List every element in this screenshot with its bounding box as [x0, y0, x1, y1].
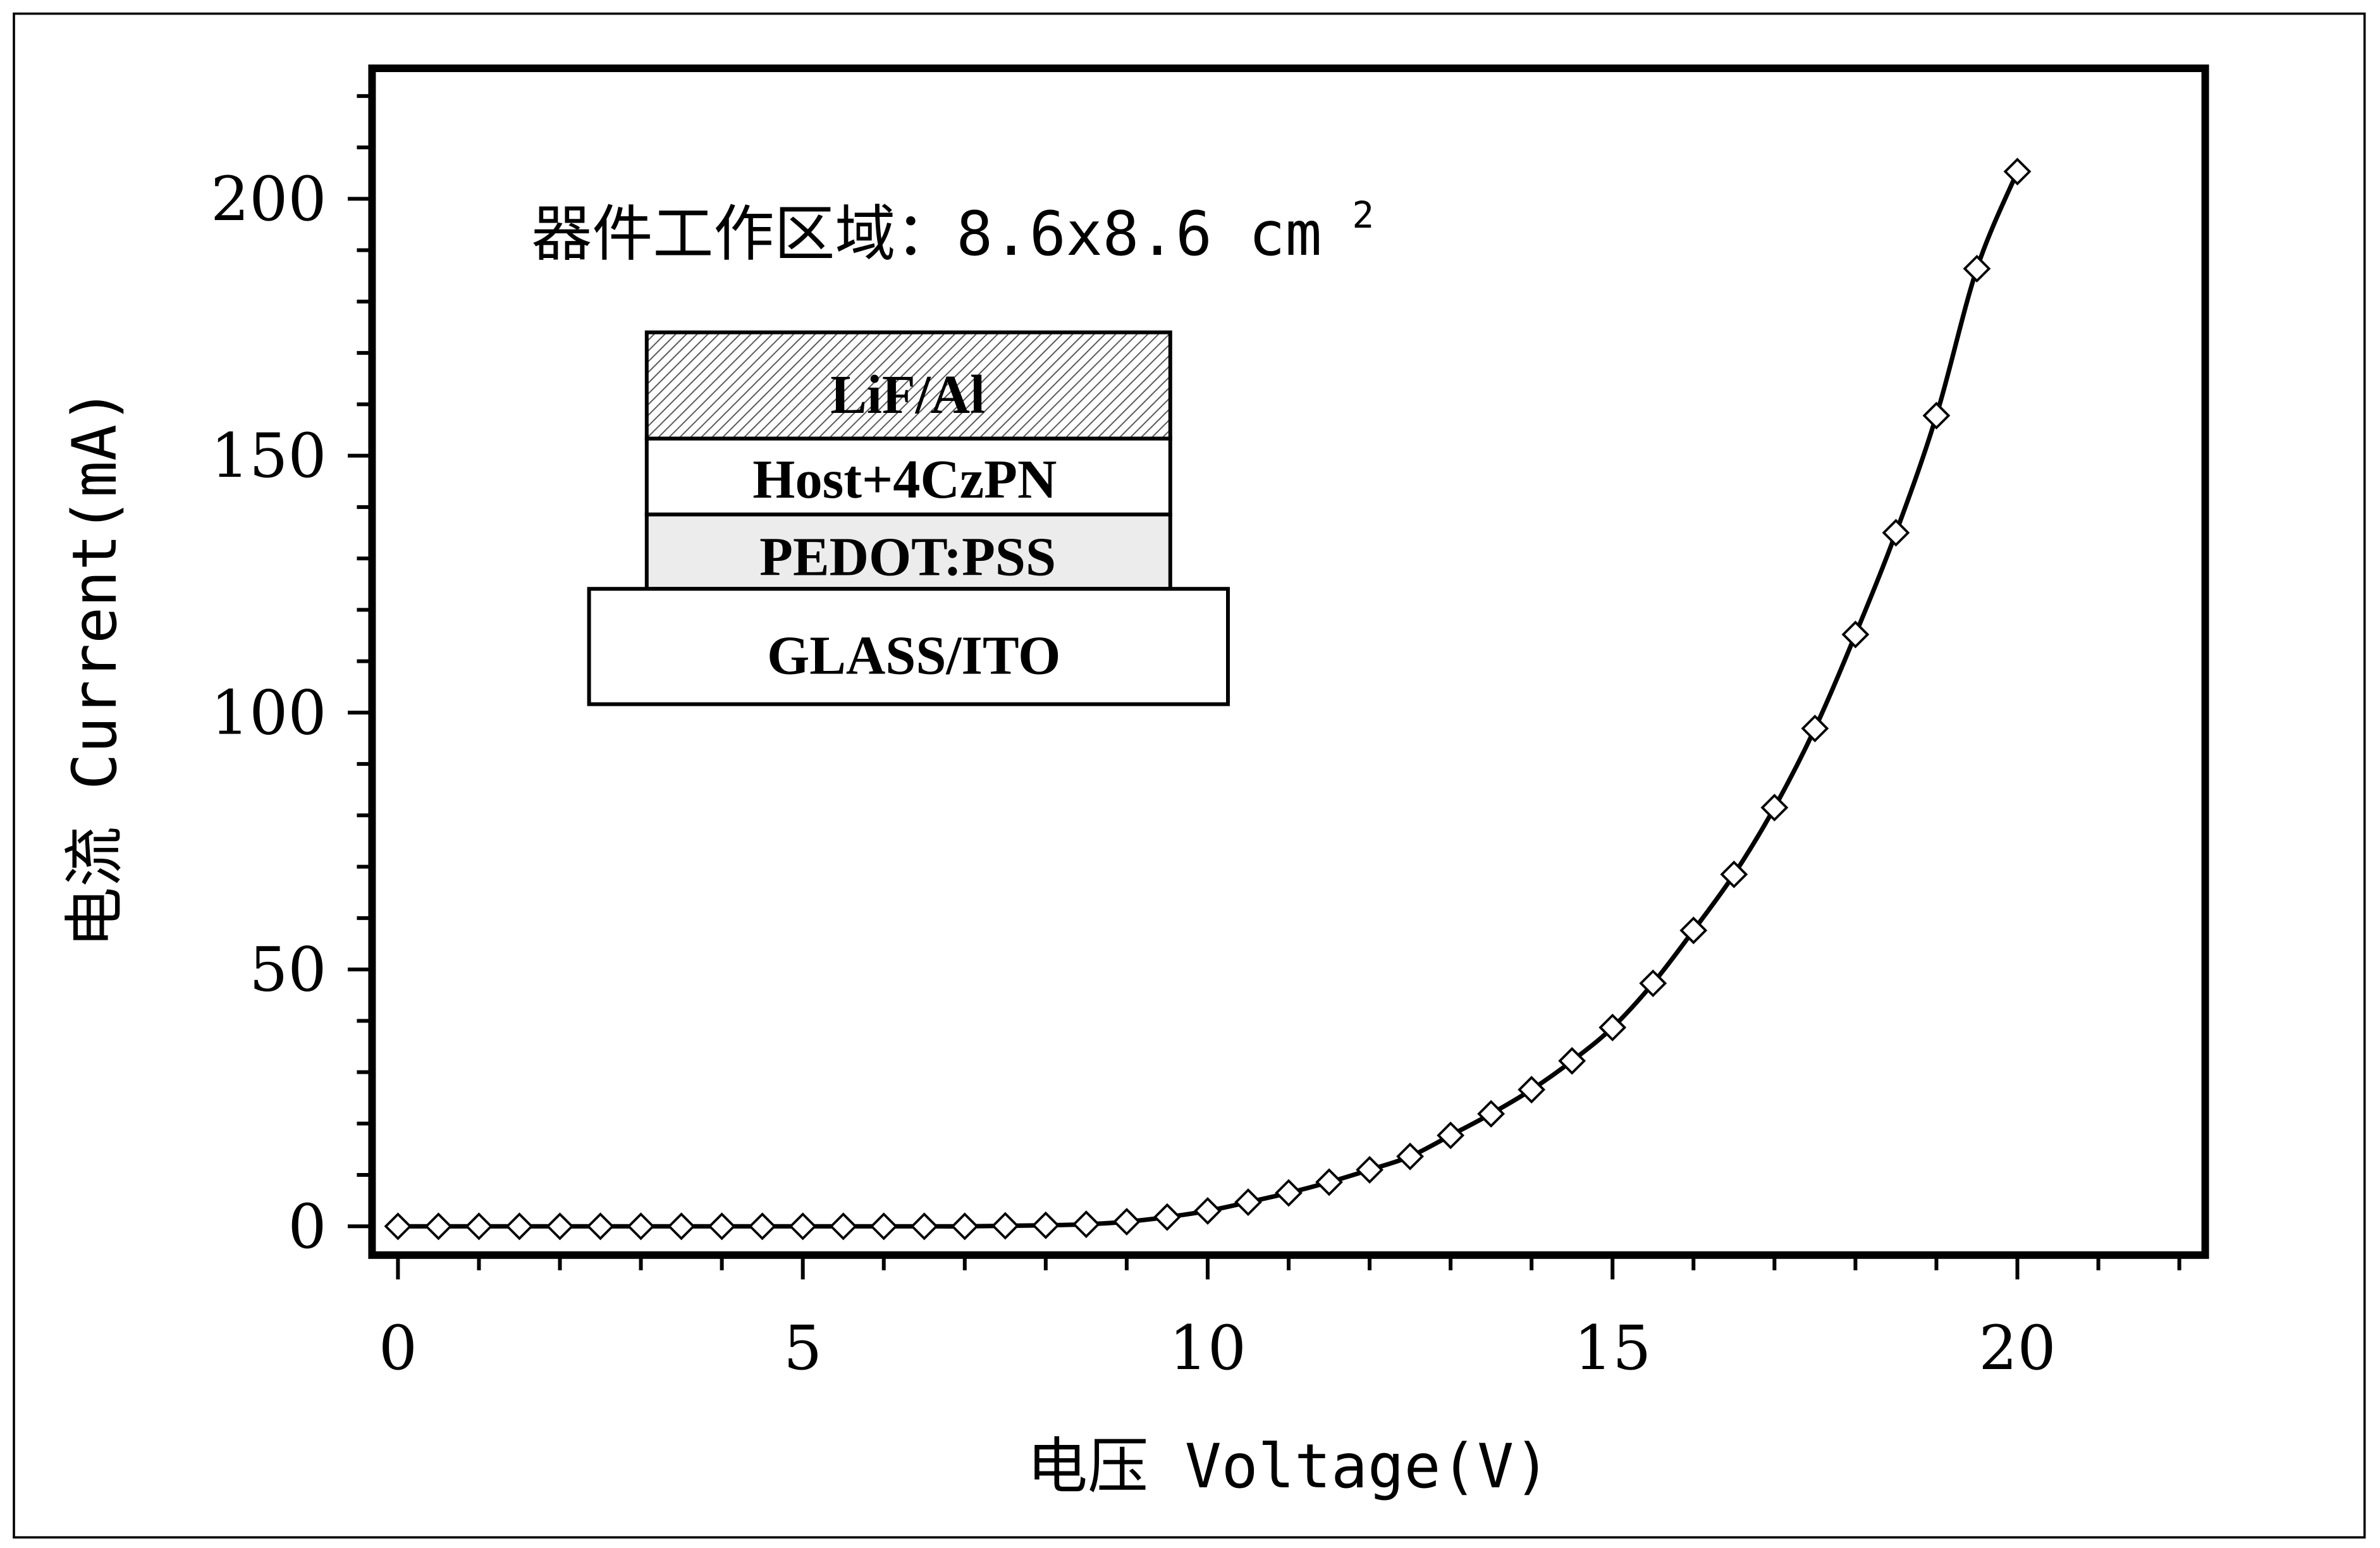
data-point-marker	[1558, 1047, 1586, 1075]
data-point-marker	[1356, 1156, 1383, 1184]
data-point-marker	[869, 1212, 898, 1241]
data-point-marker	[1153, 1203, 1181, 1231]
data-point-marker	[1112, 1208, 1141, 1236]
data-point-marker	[1801, 715, 1829, 742]
data-point-marker	[586, 1212, 615, 1241]
data-point-marker	[1760, 794, 1789, 822]
data-point-marker	[1437, 1121, 1465, 1150]
layer-pedot	[644, 512, 1172, 591]
y-tick-label: 150	[211, 421, 326, 491]
data-point-marker	[1882, 519, 1910, 547]
data-point-marker	[950, 1212, 979, 1241]
data-point-marker	[1234, 1188, 1262, 1217]
data-point-marker	[1031, 1211, 1060, 1239]
y-tick-label: 200	[211, 164, 326, 235]
data-point-marker	[1518, 1076, 1546, 1104]
data-point-marker	[708, 1212, 736, 1241]
y-axis-label: 电流 Current(mA)	[59, 388, 130, 948]
data-point-marker	[748, 1212, 776, 1241]
device-structure: LiF/Al Host+4CzPN PEDOT:PSS GLASS/ITO	[587, 330, 1230, 706]
data-point-marker	[667, 1212, 696, 1241]
layer-label: LiF/Al	[830, 364, 985, 425]
y-tick-label: 50	[249, 935, 326, 1005]
data-point-marker	[1194, 1197, 1222, 1225]
data-point-marker	[627, 1212, 655, 1241]
data-point-marker	[910, 1212, 938, 1241]
data-point-marker	[1679, 916, 1708, 945]
data-point-marker	[1275, 1179, 1303, 1207]
layer-host	[644, 436, 1172, 517]
data-point-marker	[1477, 1100, 1506, 1128]
data-point-marker	[1841, 620, 1870, 649]
x-axis-label: 电压 Voltage(V)	[1027, 1431, 1550, 1502]
data-point-marker	[2003, 157, 2032, 186]
data-point-marker	[1720, 860, 1748, 888]
x-tick-label: 0	[379, 1313, 417, 1384]
layer-label: PEDOT:PSS	[759, 527, 1056, 587]
x-tick-label: 5	[783, 1313, 822, 1384]
x-tick-label: 10	[1169, 1313, 1246, 1384]
data-point-marker	[424, 1212, 453, 1241]
data-point-marker	[1639, 969, 1667, 997]
data-point-marker	[1072, 1210, 1100, 1238]
data-point-marker	[465, 1212, 493, 1241]
layer-lif-al	[644, 330, 1172, 441]
layer-label: GLASS/ITO	[767, 625, 1060, 686]
data-point-marker	[1396, 1142, 1425, 1170]
outer-border	[13, 12, 2366, 1539]
layer-glass-ito	[587, 587, 1230, 706]
y-tick-label: 100	[211, 677, 326, 748]
x-tick-label: 20	[1978, 1313, 2056, 1384]
data-point-marker	[829, 1212, 857, 1241]
data-point-marker	[788, 1212, 817, 1241]
data-point-marker	[546, 1212, 574, 1241]
y-tick-label: 0	[288, 1191, 326, 1262]
data-point-marker	[1598, 1013, 1627, 1041]
data-point-marker	[505, 1212, 534, 1241]
data-point-marker	[384, 1212, 412, 1241]
layer-label: Host+4CzPN	[752, 449, 1057, 510]
data-point-marker	[1315, 1168, 1343, 1196]
x-tick-label: 15	[1574, 1313, 1651, 1384]
data-point-marker	[991, 1212, 1019, 1240]
data-point-marker	[1963, 254, 1991, 283]
annotation-text: 器件工作区域：8.6x8.6 cm 2	[531, 194, 1374, 269]
data-point-marker	[1922, 402, 1951, 430]
